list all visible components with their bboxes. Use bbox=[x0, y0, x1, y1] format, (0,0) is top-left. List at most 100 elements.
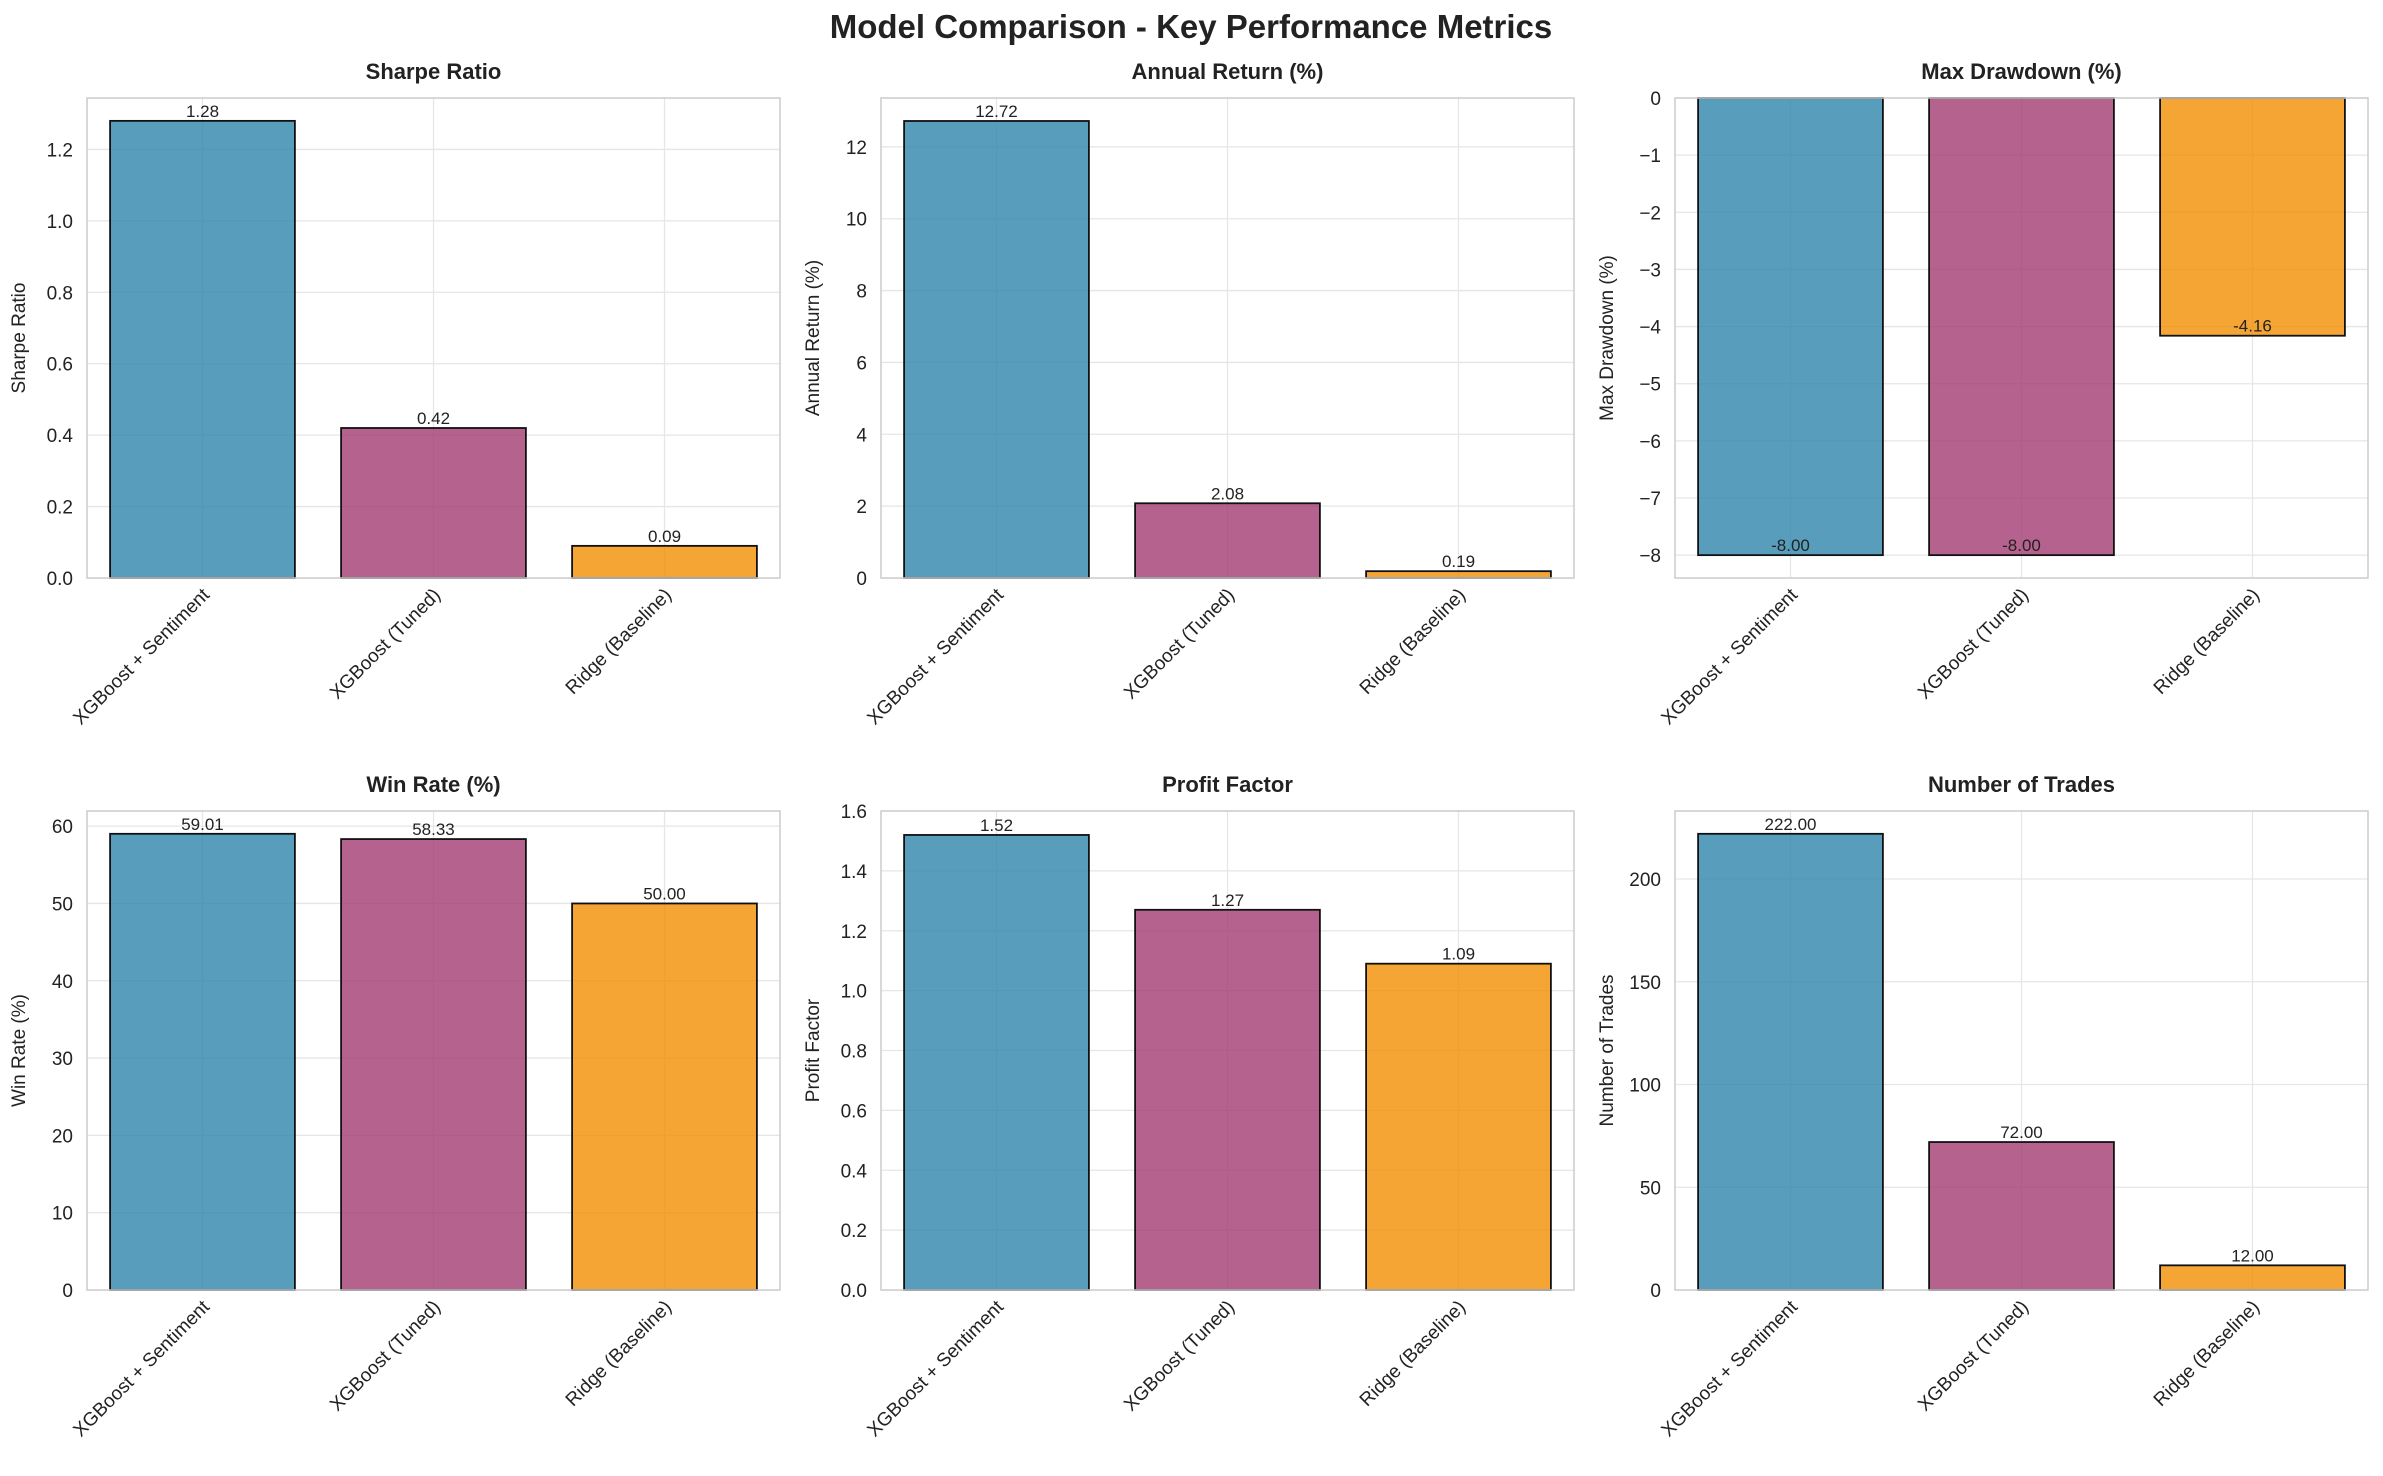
panel-title: Profit Factor bbox=[1162, 772, 1293, 797]
y-tick-label: 0.2 bbox=[841, 1221, 867, 1242]
panel-title: Number of Trades bbox=[1928, 772, 2115, 797]
y-axis-label: Number of Trades bbox=[1597, 974, 1618, 1126]
y-tick-label: 2 bbox=[856, 497, 867, 518]
bar-xgboost-tuned bbox=[1134, 908, 1321, 1291]
y-tick-label: 1.6 bbox=[841, 802, 867, 823]
x-tick-label-ridge-baseline: Ridge (Baseline) bbox=[1356, 1297, 1470, 1411]
chart-panel-profit-factor: 1.52 1.27 1.09 0.0 0.2 0.4 0.6 0.8 1.0 1.2 1.4 1.6 X… bbox=[803, 772, 1575, 1441]
value-label-ridge-baseline: 0.09 bbox=[648, 527, 681, 546]
plot-frame bbox=[880, 97, 1575, 579]
value-label-xgboost-tuned: 1.27 bbox=[1211, 891, 1244, 910]
x-tick-label-xgboost-tuned: XGBoost (Tuned) bbox=[1914, 585, 2033, 704]
x-tick-label-xgboost-tuned: XGBoost (Tuned) bbox=[326, 585, 445, 704]
y-tick-label: 0.6 bbox=[47, 355, 73, 376]
y-tick-label: 0 bbox=[1650, 89, 1661, 110]
y-tick-label: 0.0 bbox=[841, 1281, 867, 1302]
value-label-xgboost-tuned: 0.42 bbox=[417, 409, 450, 428]
x-tick-label-xgboost-sentiment: XGBoost + Sentiment bbox=[1658, 1296, 1803, 1441]
y-tick-label: −1 bbox=[1639, 146, 1661, 167]
x-tick-label-xgboost-sentiment: XGBoost + Sentiment bbox=[864, 1296, 1009, 1441]
x-tick-label-xgboost-sentiment: XGBoost + Sentiment bbox=[1658, 584, 1803, 729]
y-axis-label: Win Rate (%) bbox=[9, 994, 30, 1107]
y-tick-label: 100 bbox=[1629, 1076, 1661, 1097]
bar-xgboost-tuned bbox=[1134, 502, 1321, 579]
bar-xgboost-tuned bbox=[340, 427, 527, 579]
y-tick-label: 12 bbox=[846, 138, 867, 159]
y-tick-label: 8 bbox=[856, 282, 867, 303]
x-tick-label-ridge-baseline: Ridge (Baseline) bbox=[1356, 585, 1470, 699]
y-tick-label: 200 bbox=[1629, 870, 1661, 891]
y-tick-label: 0.4 bbox=[841, 1161, 868, 1182]
x-tick-label-xgboost-sentiment: XGBoost + Sentiment bbox=[70, 584, 215, 729]
plot-frame bbox=[880, 810, 1575, 1291]
value-label-xgboost-tuned: -8.00 bbox=[2002, 536, 2041, 555]
bar-ridge-baseline bbox=[1365, 962, 1552, 1291]
chart-panel-max-drawdown: -8.00 -8.00 -4.16 0 −1 −2 −3 −4 −5 −6 −7 −8 XGBoost … bbox=[1597, 59, 2369, 729]
y-tick-label: 0 bbox=[856, 569, 867, 590]
y-tick-label: 50 bbox=[52, 894, 73, 915]
y-tick-label: 1.0 bbox=[841, 982, 867, 1003]
y-tick-label: 0 bbox=[62, 1281, 73, 1302]
panel-title: Sharpe Ratio bbox=[366, 59, 502, 84]
bar-ridge-baseline bbox=[2159, 97, 2346, 337]
y-tick-label: 40 bbox=[52, 972, 73, 993]
chart-panel-annual-return: 12.72 2.08 0.19 0 2 4 6 8 10 12 XGBoost + Sentimen… bbox=[803, 59, 1575, 729]
bar-xgboost-sentiment bbox=[1697, 832, 1884, 1291]
y-tick-label: 10 bbox=[52, 1204, 73, 1225]
bar-xgboost-sentiment bbox=[109, 119, 296, 579]
y-tick-label: 6 bbox=[856, 353, 867, 374]
bar-ridge-baseline bbox=[1365, 570, 1552, 579]
y-tick-label: 30 bbox=[52, 1049, 73, 1070]
y-tick-label: 4 bbox=[856, 425, 867, 446]
chart-panel-win-rate: 59.01 58.33 50.00 0 10 20 30 40 50 60 XGBoost + Se… bbox=[9, 772, 781, 1441]
y-axis-label: Profit Factor bbox=[803, 998, 824, 1102]
bar-xgboost-tuned bbox=[1928, 1141, 2115, 1291]
value-label-ridge-baseline: 1.09 bbox=[1442, 945, 1475, 964]
y-tick-label: 60 bbox=[52, 817, 73, 838]
y-tick-label: 0.6 bbox=[841, 1101, 867, 1122]
y-tick-label: 0.8 bbox=[841, 1042, 867, 1063]
value-label-xgboost-sentiment: -8.00 bbox=[1771, 536, 1810, 555]
bar-xgboost-sentiment bbox=[1697, 97, 1884, 557]
bar-ridge-baseline bbox=[2159, 1264, 2346, 1291]
panel-title: Max Drawdown (%) bbox=[1921, 59, 2121, 84]
y-tick-label: 0.8 bbox=[47, 283, 73, 304]
y-tick-label: 10 bbox=[846, 210, 867, 231]
x-tick-label-ridge-baseline: Ridge (Baseline) bbox=[2150, 585, 2264, 699]
value-label-ridge-baseline: 0.19 bbox=[1442, 552, 1475, 571]
value-label-xgboost-sentiment: 222.00 bbox=[1765, 815, 1817, 834]
y-tick-label: 1.4 bbox=[841, 862, 868, 883]
x-tick-label-xgboost-tuned: XGBoost (Tuned) bbox=[1914, 1297, 2033, 1416]
plot-frame bbox=[1674, 810, 2369, 1291]
y-tick-label: 1.2 bbox=[47, 140, 73, 161]
value-label-xgboost-tuned: 2.08 bbox=[1211, 484, 1244, 503]
x-tick-label-ridge-baseline: Ridge (Baseline) bbox=[562, 1297, 676, 1411]
bar-xgboost-sentiment bbox=[109, 832, 296, 1291]
bar-ridge-baseline bbox=[571, 902, 758, 1291]
bar-ridge-baseline bbox=[571, 544, 758, 579]
x-tick-label-ridge-baseline: Ridge (Baseline) bbox=[2150, 1297, 2264, 1411]
x-tick-label-xgboost-sentiment: XGBoost + Sentiment bbox=[70, 1296, 215, 1441]
y-axis-label: Annual Return (%) bbox=[803, 260, 824, 416]
bar-xgboost-sentiment bbox=[903, 834, 1090, 1291]
y-axis-label: Max Drawdown (%) bbox=[1597, 255, 1618, 421]
plot-frame bbox=[86, 97, 781, 579]
panel-title: Win Rate (%) bbox=[366, 772, 500, 797]
value-label-ridge-baseline: 12.00 bbox=[2231, 1246, 2274, 1265]
x-tick-label-xgboost-tuned: XGBoost (Tuned) bbox=[1120, 1297, 1239, 1416]
x-tick-label-ridge-baseline: Ridge (Baseline) bbox=[562, 585, 676, 699]
y-tick-label: 0 bbox=[1650, 1281, 1661, 1302]
y-tick-label: 1.2 bbox=[841, 922, 867, 943]
y-tick-label: 150 bbox=[1629, 973, 1661, 994]
y-axis-label: Sharpe Ratio bbox=[9, 283, 30, 394]
value-label-xgboost-sentiment: 1.28 bbox=[186, 102, 219, 121]
value-label-xgboost-sentiment: 1.52 bbox=[980, 816, 1013, 835]
y-tick-label: −7 bbox=[1639, 489, 1661, 510]
y-tick-label: 0.2 bbox=[47, 498, 73, 519]
y-tick-label: 20 bbox=[52, 1126, 73, 1147]
value-label-xgboost-tuned: 72.00 bbox=[2000, 1123, 2043, 1142]
x-tick-label-xgboost-sentiment: XGBoost + Sentiment bbox=[864, 584, 1009, 729]
figure-title: Model Comparison - Key Performance Metri… bbox=[830, 8, 1553, 45]
chart-panel-sharpe-ratio: 1.28 0.42 0.09 0.0 0.2 0.4 0.6 0.8 1.0 1.2 XGBoost… bbox=[9, 59, 781, 729]
